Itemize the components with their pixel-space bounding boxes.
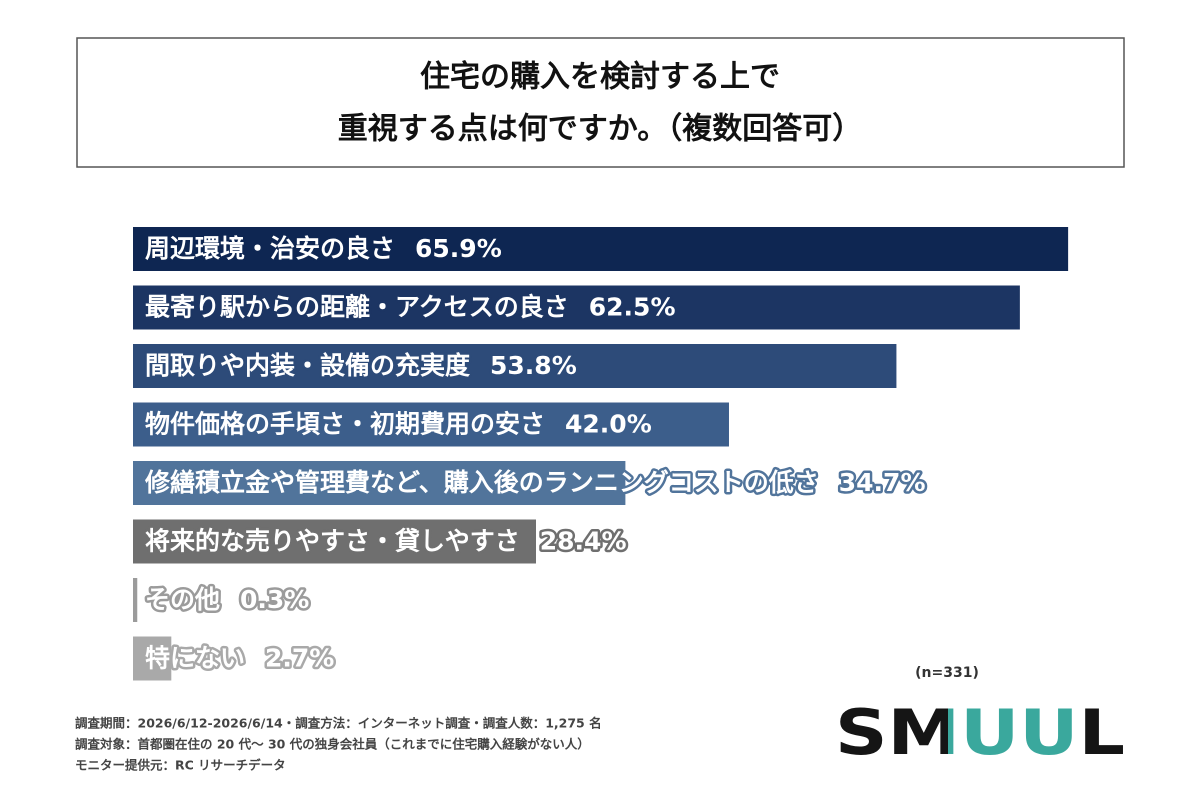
footer-line: モニター提供元：RC リサーチデータ	[75, 758, 286, 773]
category-label: 間取りや内装・設備の充実度	[145, 351, 470, 380]
value-label: 42.0%	[565, 410, 652, 439]
bar	[133, 344, 897, 388]
title-box	[76, 37, 1125, 168]
bar	[133, 636, 172, 681]
bar-label: 修繕積立金や管理費など、購入後のランニングコストの低さ 34.7%	[144, 468, 926, 497]
value-label: 0.3%	[240, 585, 309, 614]
category-label: その他	[145, 585, 220, 614]
value-label: 28.4%	[540, 527, 627, 556]
bar	[133, 285, 1020, 330]
bar	[133, 519, 536, 564]
bar	[133, 402, 729, 447]
category-label: 最寄り駅からの距離・アクセスの良さ	[145, 293, 569, 322]
value-label: 34.7%	[839, 468, 926, 497]
category-label: 修繕積立金や管理費など、購入後のランニングコストの低さ	[144, 468, 819, 497]
bar-label: 将来的な売りやすさ・貸しやすさ 28.4%	[145, 527, 627, 556]
category-label: 特にない	[145, 644, 245, 673]
value-label: 2.7%	[265, 644, 334, 673]
chart-title: 住宅の購入を検討する上で	[420, 60, 780, 95]
chart-title: 重視する点は何ですか。（複数回答可）	[338, 112, 862, 147]
bar-label: 特にない 2.7%	[145, 644, 334, 673]
bar-label: 物件価格の手頃さ・初期費用の安さ 42.0%	[145, 410, 652, 439]
bar	[133, 578, 138, 622]
bar-label: 周辺環境・治安の良さ 65.9%	[145, 234, 502, 263]
value-label: 65.9%	[415, 234, 502, 263]
bar-label: その他 0.3%	[145, 585, 309, 614]
sample-note: (n=331)	[915, 665, 979, 681]
category-label: 将来的な売りやすさ・貸しやすさ	[145, 527, 520, 556]
footer-line: 調査対象：首都圏在住の 20 代〜 30 代の独身会社員（これまでに住宅購入経験…	[75, 737, 590, 752]
category-label: 周辺環境・治安の良さ	[145, 234, 395, 263]
bar	[133, 461, 626, 505]
value-label: 53.8%	[490, 351, 577, 380]
category-label: 物件価格の手頃さ・初期費用の安さ	[145, 410, 545, 439]
value-label: 62.5%	[589, 293, 676, 322]
bar-label: 間取りや内装・設備の充実度 53.8%	[145, 351, 577, 380]
bar	[133, 227, 1069, 271]
bar-label: 最寄り駅からの距離・アクセスの良さ 62.5%	[145, 293, 676, 322]
footer-line: 調査期間：2026/6/12-2026/6/14・調査方法：インターネット調査・…	[75, 716, 602, 731]
logo: SMUUL	[835, 696, 1125, 769]
